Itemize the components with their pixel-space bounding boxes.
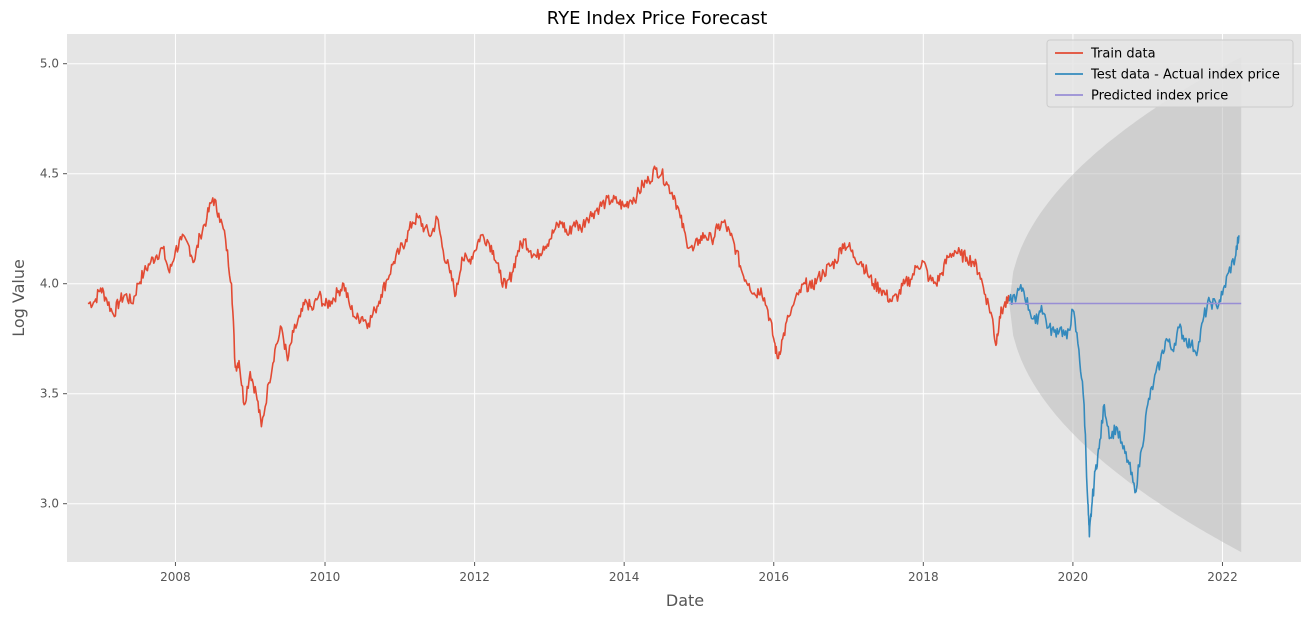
y-axis-label: Log Value [9,259,28,337]
y-tick-label: 5.0 [40,57,59,71]
x-tick-label: 2008 [160,570,191,584]
series-lines [87,165,1242,538]
x-tick-label: 2022 [1207,570,1238,584]
tick-labels: 2008 2010 2012 2014 2016 2018 2020 2022 3.0 3.5 4.… [40,57,1238,584]
series-line-0 [87,165,1011,428]
x-tick-label: 2018 [908,570,939,584]
x-tick-label: 2020 [1058,570,1089,584]
legend-label: Predicted index price [1091,89,1228,104]
legend: Train data Test data - Actual index price… [1046,39,1294,108]
x-tick-label: 2012 [459,570,490,584]
chart-title: RYE Index Price Forecast [547,8,768,29]
legend-box [1046,39,1294,108]
y-tick-label: 3.0 [40,497,59,511]
legend-label: Train data [1090,47,1156,62]
x-axis-label: Date [666,591,704,610]
x-tick-label: 2010 [310,570,341,584]
series-line-1 [1008,235,1240,538]
x-tick-label: 2016 [758,570,789,584]
legend-label: Test data - Actual index price [1090,68,1280,83]
x-tick-label: 2014 [609,570,640,584]
confidence-band [1009,57,1242,553]
y-tick-label: 4.5 [40,167,59,181]
y-tick-label: 3.5 [40,387,59,401]
y-tick-label: 4.0 [40,277,59,291]
